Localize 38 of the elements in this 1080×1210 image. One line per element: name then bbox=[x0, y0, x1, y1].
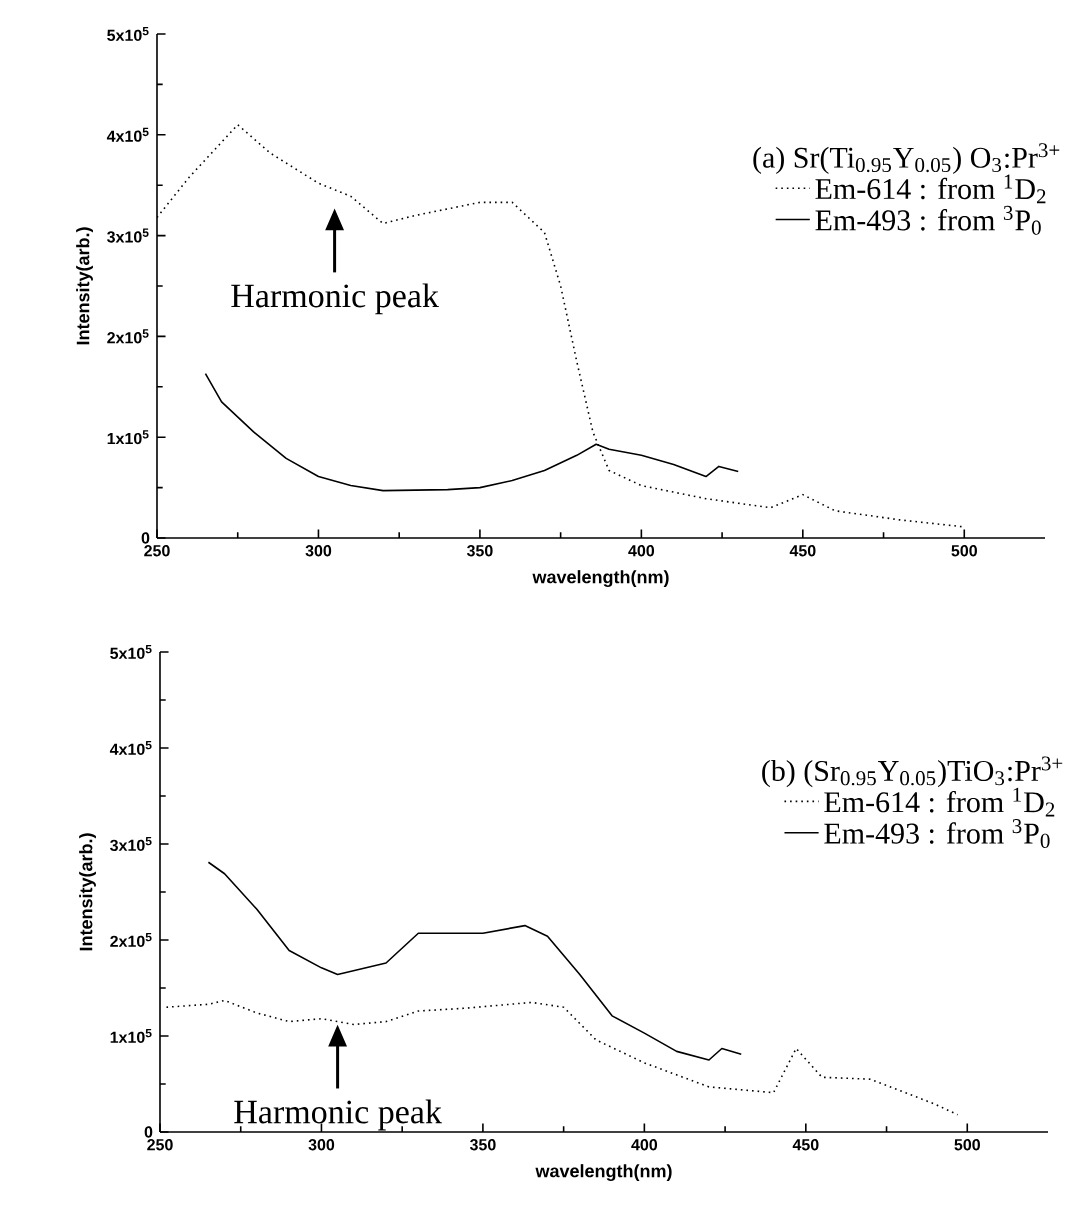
y-tick-label: 2x10$^{5}$ bbox=[110, 932, 152, 948]
x-tick-label: 400 bbox=[628, 545, 655, 557]
line-series bbox=[204, 372, 740, 492]
y-tick-label: 5x10$^{5}$ bbox=[107, 26, 149, 42]
x-tick-label: 450 bbox=[789, 545, 816, 557]
x-tick-label: 400 bbox=[631, 1139, 658, 1151]
x-tick-label: 250 bbox=[147, 1139, 173, 1151]
x-tick-label: 500 bbox=[954, 1139, 980, 1151]
legend-title: (a) Sr(Ti$_{0.95}$Y$_{0.05}$) O$_{3}$:Pr$^{3+}$ bbox=[753, 143, 1060, 174]
legend-label: Em-614 : from $^{1}$D$_{2}$ bbox=[824, 787, 1055, 817]
x-tick-label: 300 bbox=[308, 1139, 335, 1151]
y-tick-label: 4x10$^{5}$ bbox=[106, 127, 149, 142]
y-axis-title: Intensity(arb.) bbox=[76, 227, 93, 345]
legend-label: Em-614 : from $^{1}$D$_{2}$ bbox=[815, 174, 1046, 204]
y-tick-label: 1x10$^{5}$ bbox=[110, 1028, 152, 1044]
y-tick-label: 2x10$^{5}$ bbox=[107, 329, 149, 344]
x-tick-label: 250 bbox=[144, 545, 170, 557]
x-tick-label: 300 bbox=[305, 545, 332, 557]
y-tick-label: 0 bbox=[141, 532, 150, 544]
y-tick-label: 3x10$^{5}$ bbox=[110, 836, 152, 852]
legend-label: Em-493 : from $^{3}$P$_{0}$ bbox=[824, 819, 1050, 848]
y-tick-label: 0 bbox=[144, 1126, 153, 1138]
x-axis-title: wavelength(nm) bbox=[535, 1164, 672, 1182]
annotation: Harmonic peak bbox=[234, 1099, 442, 1131]
x-tick-label: 500 bbox=[951, 545, 977, 557]
annotation: Harmonic peak bbox=[231, 283, 439, 315]
y-tick-label: 1x10$^{5}$ bbox=[107, 430, 149, 445]
y-tick-label: 4x10$^{5}$ bbox=[109, 740, 152, 756]
y-axis-title: Intensity(arb.) bbox=[79, 833, 96, 951]
x-tick-label: 450 bbox=[792, 1139, 819, 1151]
y-tick-label: 5x10$^{5}$ bbox=[110, 644, 152, 660]
legend-title: (b) (Sr$_{0.95}$Y$_{0.05}$)TiO$_{3}$:Pr$^{3+}$ bbox=[762, 756, 1063, 788]
y-tick-label: 3x10$^{5}$ bbox=[107, 228, 149, 243]
x-tick-label: 350 bbox=[469, 1139, 496, 1151]
line-series bbox=[207, 861, 743, 1061]
x-axis-title: wavelength(nm) bbox=[532, 570, 669, 588]
legend-label: Em-493 : from $^{3}$P$_{0}$ bbox=[815, 205, 1041, 235]
x-tick-label: 350 bbox=[466, 545, 493, 557]
